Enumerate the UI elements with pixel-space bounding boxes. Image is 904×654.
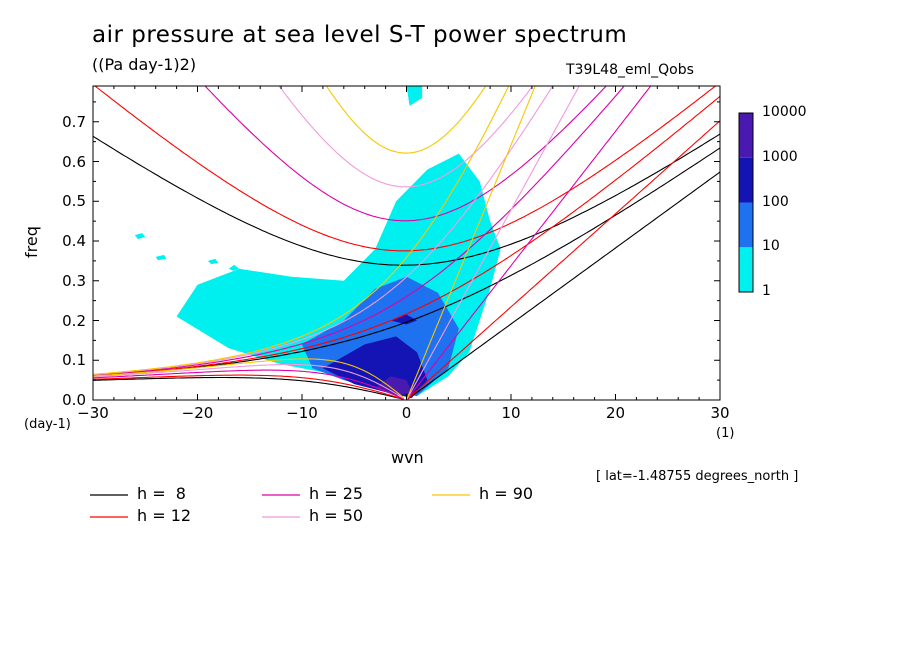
chart-units: ((Pa day-1)2) [92,55,197,74]
dispersion-curve-h8-er1 [93,376,405,400]
x-tick-label: 20 [605,404,626,422]
power-region-3 [134,233,146,239]
y-tick-label: 0.1 [62,351,86,370]
y-tick-label: 0.6 [62,152,86,171]
latitude-label: [ lat=-1.48755 degrees_north ] [596,469,799,484]
power-region-4 [155,254,167,261]
x-axis-unit: (1) [716,426,735,441]
legend-item-label: h = 8 [137,484,186,503]
y-axis-label: freq [22,226,41,258]
x-tick-label: −20 [181,404,214,422]
x-axis-label: wvn [391,448,424,467]
power-region-6 [302,276,459,396]
chart-title: air pressure at sea level S-T power spec… [92,22,628,48]
y-tick-label: 0.7 [62,112,86,131]
x-tick-label: −30 [77,404,109,422]
y-tick-label: 0.4 [62,232,86,250]
colorbar-label: 10000 [762,104,807,120]
plot-frame [92,85,721,401]
y-tick-label: 0.2 [62,311,86,330]
dispersion-curve-h12-mrg [93,95,720,377]
colorbar-segment [739,247,753,292]
x-tick-label: 0 [401,404,412,422]
colorbar-label: 10 [762,238,780,255]
dispersion-curve-h50-er1 [93,363,405,399]
colorbar-segment [739,202,753,248]
y-tick-label: 0.5 [62,192,86,211]
legend-item-label: h = 12 [137,506,192,525]
dispersion-curve-h12-kelvin [406,120,720,400]
dispersion-curve-h12-er1 [93,374,405,400]
x-tick-label: 10 [501,404,521,422]
dispersion-curve-h25-er1 [93,369,405,400]
legend-item-label: h = 25 [309,484,364,503]
y-axis-unit: (day-1) [24,417,71,432]
colorbar-segment [739,113,753,158]
colorbar-label: 100 [762,193,789,210]
colorbar-segment [739,157,753,203]
dispersion-curve-h25-kelvin [406,86,652,400]
run-label: T39L48_eml_Qobs [566,62,694,78]
x-tick-label: −10 [286,404,318,422]
dispersion-curve-h90-er1 [93,358,405,399]
power-region-5 [207,258,219,265]
legend-item-label: h = 50 [309,506,364,525]
x-tick-label: 30 [710,404,730,422]
dispersion-curve-h8-mrg [93,147,720,377]
dispersion-curve-h8-kelvin [406,171,720,400]
dispersion-curve-h12-ig1 [94,86,717,252]
power-region-9 [375,376,412,396]
power-region-2 [228,264,240,271]
dispersion-curve-h90-kelvin [405,86,536,400]
colorbar-label: 1 [762,283,771,299]
power-region-8 [390,314,417,325]
power-region-1 [406,86,423,106]
colorbar-label: 1000 [762,148,798,165]
y-tick-label: 0.3 [62,271,86,290]
dispersion-curve-h50-kelvin [406,86,580,400]
colorbar-frame [738,112,754,293]
legend-item-label: h = 90 [479,484,534,503]
y-tick-label: 0.0 [62,391,86,409]
dispersion-curve-h8-ig1 [93,133,720,266]
power-region-7 [322,336,428,398]
power-region-0 [176,153,501,396]
